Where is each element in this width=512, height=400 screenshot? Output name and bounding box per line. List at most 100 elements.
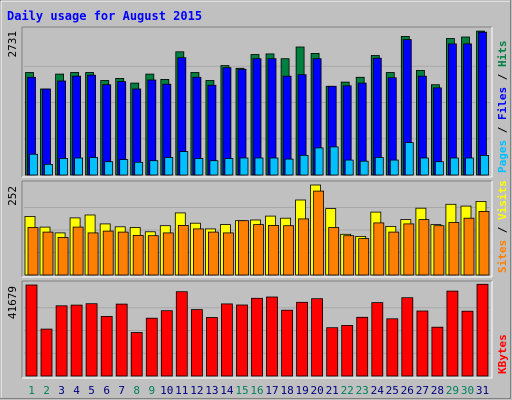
bar-kbytes-day-29 bbox=[446, 290, 459, 377]
panels-layer: 2731 Pages / Files / Hits 252 Sites / Visit… bbox=[6, 26, 509, 379]
bar-kbytes-day-23 bbox=[356, 316, 369, 377]
y-max-label: 41679 bbox=[6, 286, 19, 319]
x-tick-label: 28 bbox=[431, 384, 444, 397]
panel-middle: 252 Sites / Visits bbox=[6, 180, 509, 278]
x-tick-label: 30 bbox=[461, 384, 474, 397]
legend- /: / bbox=[496, 120, 509, 140]
bar-files-day-30 bbox=[463, 43, 472, 176]
legend: Pages / Files / Hits bbox=[496, 41, 509, 174]
bar-sites-day-11 bbox=[177, 224, 189, 276]
bar-kbytes-day-17 bbox=[266, 296, 278, 377]
bar-pages-day-31 bbox=[480, 154, 489, 176]
bar-kbytes-day-8 bbox=[130, 332, 143, 377]
bar-pages-day-3 bbox=[59, 158, 68, 176]
bar-sites-day-30 bbox=[463, 217, 475, 276]
bar-sites-day-13 bbox=[207, 231, 219, 276]
bar-kbytes-day-7 bbox=[115, 303, 128, 377]
bar-kbytes-day-24 bbox=[371, 302, 384, 377]
legend: Sites / Visits bbox=[496, 180, 509, 273]
bar-sites-day-25 bbox=[388, 231, 400, 276]
legend-sites: Sites bbox=[496, 240, 509, 273]
bar-pages-day-9 bbox=[149, 160, 159, 176]
bar-pages-day-17 bbox=[269, 157, 279, 176]
x-tick-label: 23 bbox=[356, 384, 369, 397]
bar-pages-day-26 bbox=[404, 142, 414, 176]
bar-pages-day-18 bbox=[284, 158, 294, 176]
bar-kbytes-day-11 bbox=[175, 291, 188, 377]
bar-kbytes-day-28 bbox=[431, 326, 444, 377]
bar-kbytes-day-2 bbox=[40, 328, 53, 377]
x-tick-label: 7 bbox=[118, 384, 125, 397]
chart-title: Daily usage for August 2015 bbox=[7, 9, 202, 23]
legend- /: / bbox=[496, 67, 509, 87]
bar-pages-day-21 bbox=[329, 146, 339, 176]
x-tick-label: 8 bbox=[133, 384, 140, 397]
x-tick-label: 18 bbox=[280, 384, 293, 397]
bar-files-day-29 bbox=[447, 43, 457, 176]
x-tick-label: 27 bbox=[416, 384, 429, 397]
bar-sites-day-6 bbox=[102, 230, 114, 276]
bar-pages-day-2 bbox=[44, 163, 53, 176]
bar-kbytes-day-20 bbox=[311, 298, 324, 377]
x-tick-label: 25 bbox=[386, 384, 399, 397]
bar-kbytes-day-15 bbox=[236, 304, 248, 377]
bar-sites-day-10 bbox=[162, 232, 174, 276]
bar-sites-day-4 bbox=[72, 226, 84, 276]
bar-sites-day-2 bbox=[42, 231, 54, 276]
bar-sites-day-15 bbox=[238, 220, 249, 276]
bar-kbytes-day-3 bbox=[55, 305, 68, 377]
legend- /: / bbox=[496, 220, 509, 240]
bar-pages-day-4 bbox=[74, 157, 83, 176]
x-tick-label: 31 bbox=[476, 384, 489, 397]
y-max-label: 2731 bbox=[6, 31, 19, 58]
panel-bottom: 41679 KBytes bbox=[6, 280, 509, 379]
bar-kbytes-day-21 bbox=[326, 327, 339, 377]
bar-sites-day-28 bbox=[433, 225, 445, 276]
series-kbytes bbox=[25, 283, 489, 377]
x-tick-label: 9 bbox=[148, 384, 155, 397]
bar-sites-day-8 bbox=[132, 234, 144, 276]
legend: KBytes bbox=[496, 334, 509, 374]
bar-sites-day-9 bbox=[147, 235, 159, 276]
x-tick-label: 26 bbox=[401, 384, 414, 397]
bar-kbytes-day-1 bbox=[25, 284, 38, 377]
x-tick-label: 5 bbox=[88, 384, 95, 397]
bar-sites-day-18 bbox=[283, 225, 295, 276]
bar-sites-day-7 bbox=[117, 231, 129, 276]
bar-pages-day-22 bbox=[344, 159, 354, 176]
x-tick-label: 22 bbox=[341, 384, 354, 397]
bar-kbytes-day-16 bbox=[251, 297, 263, 377]
bar-pages-day-24 bbox=[374, 157, 384, 176]
x-tick-label: 17 bbox=[265, 384, 278, 397]
panel-top: 2731 Pages / Files / Hits bbox=[6, 26, 509, 178]
bar-files-day-17 bbox=[267, 58, 277, 176]
bar-kbytes-day-22 bbox=[341, 324, 354, 377]
bar-sites-day-21 bbox=[328, 227, 340, 276]
bar-pages-day-27 bbox=[419, 157, 429, 176]
bar-files-day-2 bbox=[42, 88, 51, 176]
bar-pages-day-7 bbox=[119, 159, 129, 176]
x-tick-label: 3 bbox=[58, 384, 65, 397]
bar-sites-day-17 bbox=[268, 224, 279, 276]
legend-pages: Pages bbox=[496, 140, 509, 173]
bar-pages-day-16 bbox=[254, 157, 264, 176]
x-tick-label: 6 bbox=[103, 384, 110, 397]
bar-sites-day-1 bbox=[27, 227, 39, 276]
bar-kbytes-day-5 bbox=[85, 303, 98, 377]
bar-kbytes-day-27 bbox=[416, 310, 429, 377]
bar-kbytes-day-31 bbox=[476, 283, 489, 377]
legend-kbytes: KBytes bbox=[496, 334, 509, 374]
bar-sites-day-27 bbox=[418, 219, 430, 276]
bar-kbytes-day-19 bbox=[296, 301, 309, 377]
x-tick-label: 10 bbox=[160, 384, 173, 397]
bar-pages-day-15 bbox=[239, 157, 249, 176]
bar-sites-day-5 bbox=[87, 232, 99, 276]
bar-pages-day-11 bbox=[179, 151, 189, 176]
x-tick-label: 13 bbox=[205, 384, 218, 397]
bar-kbytes-day-14 bbox=[220, 303, 233, 377]
bar-pages-day-23 bbox=[359, 160, 369, 176]
series-sites bbox=[27, 190, 490, 276]
bar-sites-day-3 bbox=[57, 237, 69, 276]
x-axis-labels: 1 2 3 4 5 6 7 8 9 10 11 12 13 14 15 16 17 18 19 20 21 22 23 24 2… bbox=[28, 384, 489, 397]
